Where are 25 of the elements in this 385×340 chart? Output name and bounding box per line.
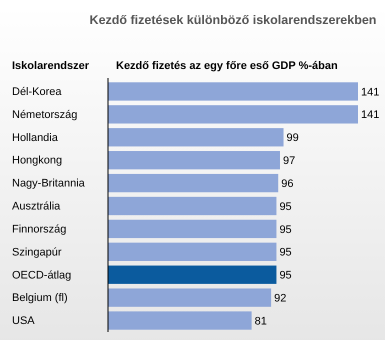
data-label: 99 (286, 132, 299, 144)
y-tick-label: USA (12, 315, 36, 328)
y-tick-label: Belgium (fl) (12, 292, 68, 304)
y-tick-label: Finnország (12, 223, 66, 236)
data-label: 81 (254, 315, 267, 328)
data-label: 141 (361, 109, 380, 122)
chart-title: Kezdő fizetések különböző iskolarendszerekben (90, 13, 376, 27)
data-label: 141 (361, 86, 380, 98)
y-tick-label: Hongkong (12, 154, 62, 167)
data-label: 95 (279, 270, 292, 282)
y-tick-label: OECD-átlag (12, 269, 72, 282)
data-label: 95 (279, 200, 292, 213)
y-tick-label: Ausztrália (12, 200, 62, 213)
data-label: 95 (279, 246, 292, 259)
data-label: 95 (279, 224, 292, 236)
data-label: 97 (282, 155, 296, 168)
data-label: 92 (274, 292, 286, 304)
y-tick-label: Szingapúr (12, 246, 62, 258)
y-tick-label: Nagy-Britannia (12, 178, 86, 190)
data-label: 96 (281, 178, 294, 190)
y-axis-title: Iskolarendszer (12, 60, 90, 72)
y-tick-label: Dél-Korea (12, 86, 62, 98)
y-tick-label: Hollandia (12, 132, 59, 144)
y-tick-label: Németország (12, 108, 78, 121)
x-axis-title: Kezdő fizetés az egy főre eső GDP %-ában (116, 60, 338, 72)
